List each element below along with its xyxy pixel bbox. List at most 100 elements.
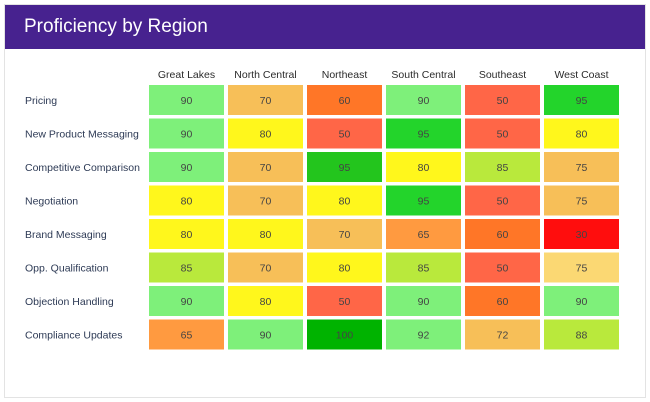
heatmap-cell[interactable] <box>149 219 224 249</box>
heatmap-cell[interactable] <box>307 118 382 149</box>
cell-value-label: 90 <box>181 129 193 141</box>
cell-value-label: 70 <box>339 229 351 241</box>
heatmap-cell[interactable] <box>228 319 303 350</box>
heatmap-cell[interactable] <box>149 118 224 149</box>
heatmap-cell[interactable] <box>149 185 224 216</box>
cell-value-label: 70 <box>260 95 272 107</box>
cell-value-label: 85 <box>418 263 430 275</box>
cell-value-label: 50 <box>497 263 509 275</box>
heatmap-cell[interactable] <box>149 252 224 283</box>
heatmap-cell[interactable] <box>149 85 224 115</box>
heatmap-cell[interactable] <box>544 118 619 149</box>
row-label: Pricing <box>25 95 57 107</box>
cell-value-label: 70 <box>260 263 272 275</box>
cell-value-label: 80 <box>418 162 430 174</box>
cell-value-label: 60 <box>497 296 509 308</box>
cell-value-label: 50 <box>339 296 351 308</box>
cell-value-label: 85 <box>181 263 193 275</box>
cell-value-label: 75 <box>576 162 588 174</box>
heatmap-cell[interactable] <box>386 252 461 283</box>
heatmap-cell[interactable] <box>307 286 382 316</box>
heatmap-cell[interactable] <box>544 152 619 182</box>
heatmap-cell[interactable] <box>228 286 303 316</box>
heatmap-cell[interactable] <box>149 286 224 316</box>
column-label: Southeast <box>479 69 526 81</box>
heatmap-cell[interactable] <box>465 185 540 216</box>
heatmap-cell[interactable] <box>386 185 461 216</box>
row-label: Opp. Qualification <box>25 263 109 275</box>
heatmap-cell[interactable] <box>228 252 303 283</box>
heatmap-cell[interactable] <box>228 185 303 216</box>
heatmap-cell[interactable] <box>228 118 303 149</box>
heatmap-cell[interactable] <box>386 118 461 149</box>
heatmap-cell[interactable] <box>465 319 540 350</box>
cell-value-label: 30 <box>576 229 588 241</box>
heatmap-cell[interactable] <box>307 319 382 350</box>
heatmap-cell[interactable] <box>544 85 619 115</box>
cell-value-label: 88 <box>576 330 588 342</box>
cell-value-label: 90 <box>181 95 193 107</box>
column-label: Great Lakes <box>158 69 215 81</box>
heatmap-cell[interactable] <box>465 152 540 182</box>
header-bar: Proficiency by Region <box>5 5 645 49</box>
heatmap-cell[interactable] <box>465 85 540 115</box>
cell-value-label: 80 <box>576 129 588 141</box>
cell-value-label: 80 <box>339 196 351 208</box>
heatmap-cell[interactable] <box>465 219 540 249</box>
cell-value-label: 80 <box>181 196 193 208</box>
heatmap-cell[interactable] <box>544 185 619 216</box>
cell-value-label: 80 <box>260 296 272 308</box>
heatmap-cell[interactable] <box>544 286 619 316</box>
cell-value-label: 95 <box>339 162 351 174</box>
cell-value-label: 75 <box>576 196 588 208</box>
heatmap-cell[interactable] <box>465 252 540 283</box>
cell-value-label: 60 <box>339 95 351 107</box>
cell-value-label: 70 <box>260 162 272 174</box>
cell-value-label: 50 <box>339 129 351 141</box>
row-label: New Product Messaging <box>25 129 139 141</box>
column-label: North Central <box>234 69 296 81</box>
heatmap-cell[interactable] <box>228 219 303 249</box>
cell-value-label: 60 <box>497 229 509 241</box>
heatmap-cell[interactable] <box>149 152 224 182</box>
cell-value-label: 100 <box>336 330 354 342</box>
cell-value-label: 65 <box>181 330 193 342</box>
cell-value-label: 70 <box>260 196 272 208</box>
cell-value-label: 90 <box>181 162 193 174</box>
cell-value-label: 95 <box>418 129 430 141</box>
cell-value-label: 72 <box>497 330 509 342</box>
heatmap-cell[interactable] <box>386 85 461 115</box>
heatmap-cell[interactable] <box>149 319 224 350</box>
heatmap-cell[interactable] <box>465 118 540 149</box>
heatmap-cell[interactable] <box>386 319 461 350</box>
column-label: West Coast <box>554 69 608 81</box>
heatmap-cell[interactable] <box>228 85 303 115</box>
heatmap-cell[interactable] <box>386 286 461 316</box>
heatmap-cell[interactable] <box>307 185 382 216</box>
row-label: Objection Handling <box>25 296 114 308</box>
cell-value-label: 90 <box>576 296 588 308</box>
heatmap-cell[interactable] <box>544 319 619 350</box>
heatmap-cell[interactable] <box>307 85 382 115</box>
cell-value-label: 80 <box>181 229 193 241</box>
heatmap-cell[interactable] <box>307 152 382 182</box>
cell-value-label: 65 <box>418 229 430 241</box>
heatmap-cell[interactable] <box>307 252 382 283</box>
heatmap-cell[interactable] <box>386 152 461 182</box>
cell-value-label: 95 <box>576 95 588 107</box>
cell-value-label: 75 <box>576 263 588 275</box>
cell-value-label: 95 <box>418 196 430 208</box>
cell-value-label: 50 <box>497 95 509 107</box>
cell-value-label: 80 <box>260 229 272 241</box>
cell-value-label: 92 <box>418 330 430 342</box>
row-label: Competitive Comparison <box>25 162 140 174</box>
heatmap-cell[interactable] <box>544 252 619 283</box>
heatmap-cell[interactable] <box>544 219 619 249</box>
row-label: Brand Messaging <box>25 229 107 241</box>
heatmap-cell[interactable] <box>386 219 461 249</box>
cell-value-label: 90 <box>181 296 193 308</box>
heatmap-cell[interactable] <box>228 152 303 182</box>
heatmap-cell[interactable] <box>465 286 540 316</box>
heatmap-cell[interactable] <box>307 219 382 249</box>
